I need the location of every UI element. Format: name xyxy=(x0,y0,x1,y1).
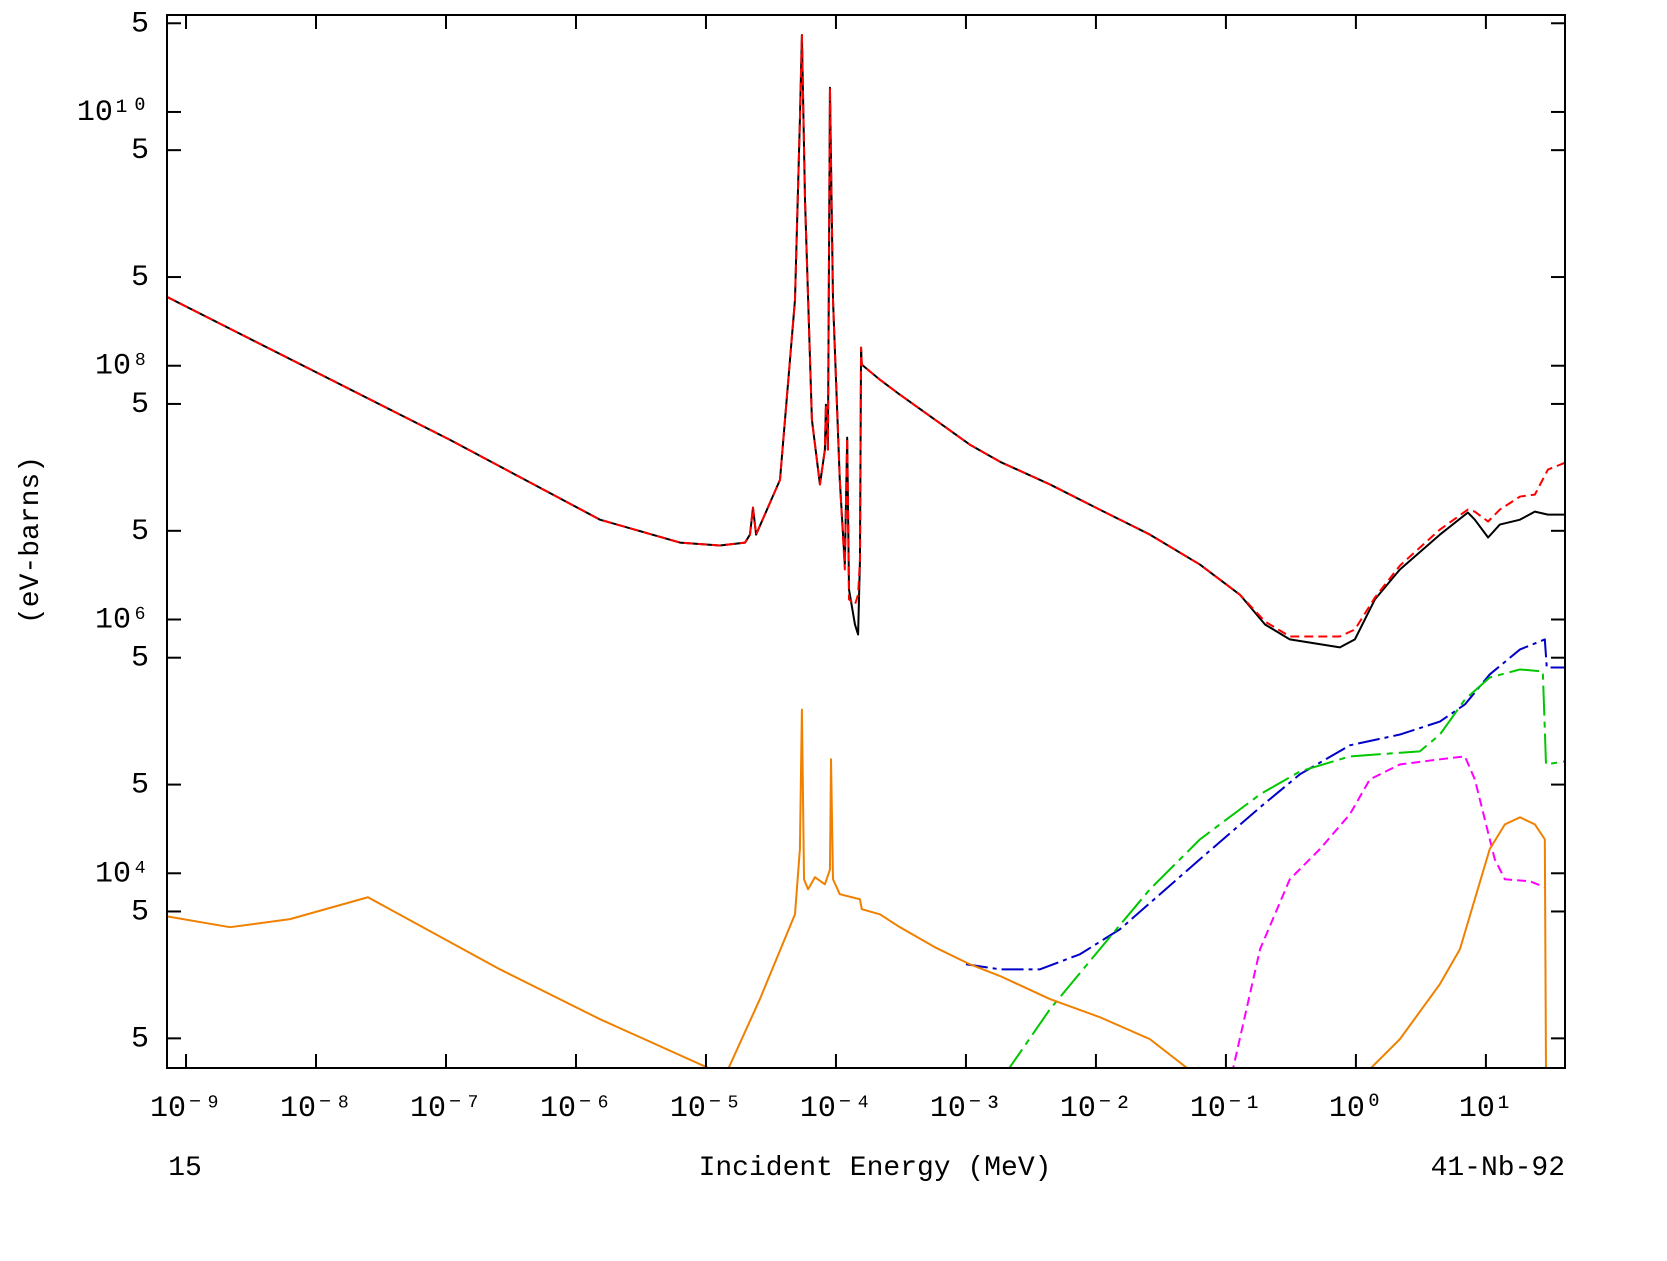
y-tick-label: 5 xyxy=(131,1022,149,1056)
y-tick-label: 5 xyxy=(131,388,149,422)
y-tick-label: 5 xyxy=(131,134,149,168)
x-tick-label: 10⁰ xyxy=(1329,1092,1383,1126)
x-tick-label: 10⁻³ xyxy=(930,1092,1002,1126)
y-tick-label: 10¹⁰ xyxy=(77,96,149,130)
footer-right: 41-Nb-92 xyxy=(1431,1153,1565,1184)
x-tick-label: 10⁻⁹ xyxy=(150,1092,222,1126)
data-line xyxy=(167,34,1565,638)
x-tick-label: 10⁻⁵ xyxy=(670,1092,742,1126)
x-tick-label: 10⁻¹ xyxy=(1190,1092,1262,1126)
x-tick-label: 10⁻⁶ xyxy=(540,1092,612,1126)
y-tick-label: 5 xyxy=(131,7,149,41)
y-tick-label: 5 xyxy=(131,642,149,676)
x-tick-label: 10¹ xyxy=(1459,1092,1513,1126)
y-tick-label: 5 xyxy=(131,515,149,549)
data-line xyxy=(965,638,1565,971)
x-tick-label: 10⁻² xyxy=(1060,1092,1132,1126)
data-line xyxy=(167,34,1565,649)
y-axis-label: (eV-barns) xyxy=(16,456,47,624)
y-tick-label: 5 xyxy=(131,895,149,929)
y-tick-label: 10⁸ xyxy=(95,350,149,384)
data-line xyxy=(167,708,1547,1068)
footer-left: 15 xyxy=(168,1153,202,1184)
plot-frame xyxy=(166,14,1566,1069)
y-tick-label: 5 xyxy=(131,769,149,803)
y-tick-label: 10⁶ xyxy=(95,604,149,638)
plot-area xyxy=(167,34,1565,1068)
data-line xyxy=(1008,668,1565,1068)
x-tick-label: 10⁻⁴ xyxy=(800,1092,872,1126)
y-tick-label: 10⁴ xyxy=(95,857,149,891)
x-axis-label: Incident Energy (MeV) xyxy=(699,1153,1052,1184)
data-line xyxy=(1232,755,1546,1068)
x-tick-label: 10⁻⁷ xyxy=(410,1092,482,1126)
x-tick-label: 10⁻⁸ xyxy=(280,1092,352,1126)
y-tick-label: 5 xyxy=(131,261,149,295)
